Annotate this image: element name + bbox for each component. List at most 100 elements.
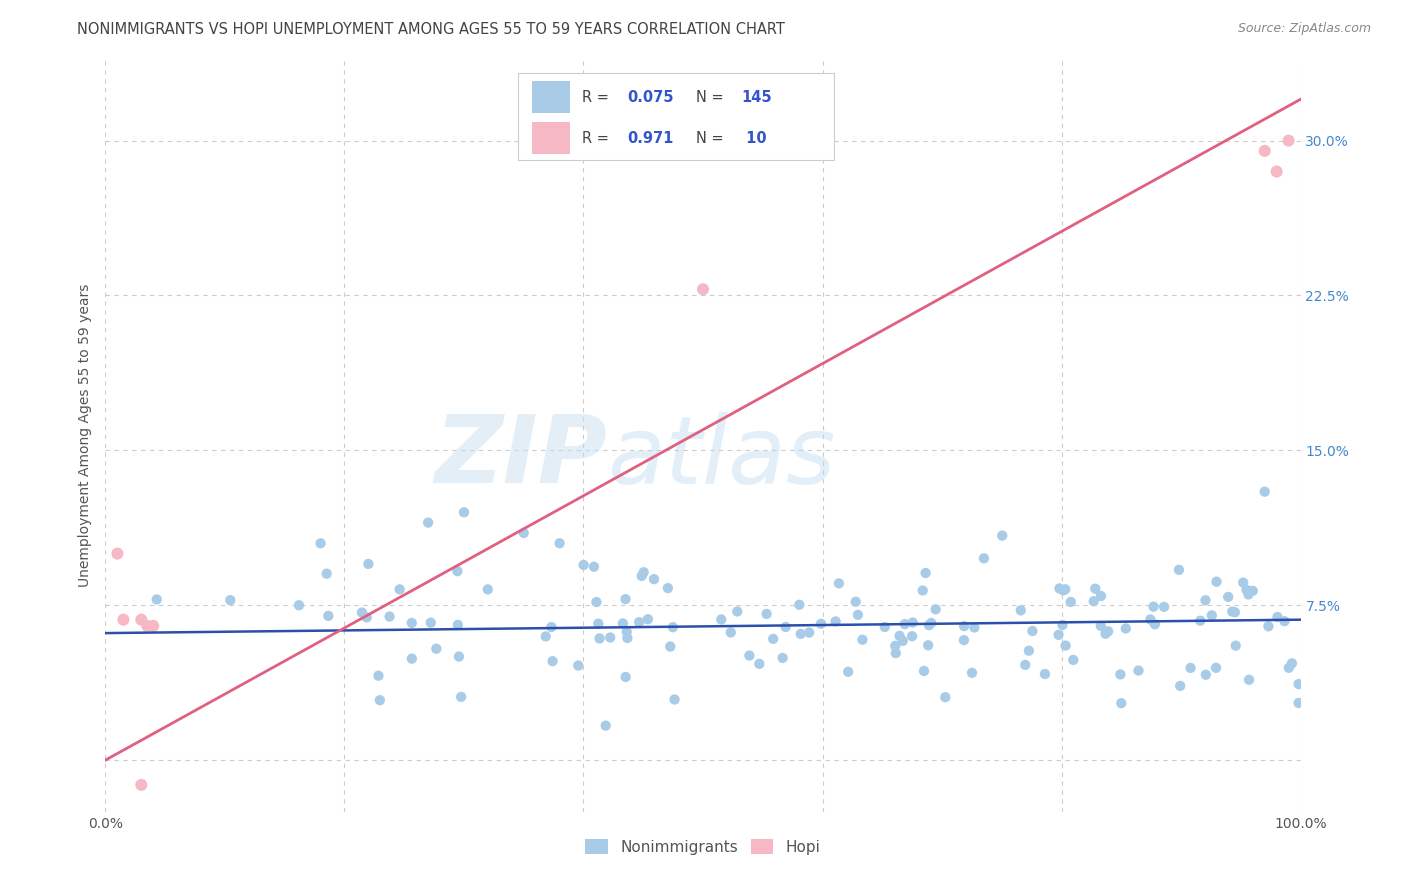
Point (418, 516, 440, 530)
Point (572, 558, 595, 572)
Point (1033, 667, 1056, 681)
Point (1084, 582, 1107, 596)
Point (953, 619, 976, 633)
Text: NONIMMIGRANTS VS HOPI UNEMPLOYMENT AMONG AGES 55 TO 59 YEARS CORRELATION CHART: NONIMMIGRANTS VS HOPI UNEMPLOYMENT AMONG… (77, 22, 785, 37)
Point (1049, 582, 1071, 596)
Point (725, 604, 748, 618)
Point (112, 613, 135, 627)
Point (1018, 644, 1040, 658)
Point (1205, 574, 1227, 589)
Point (477, 582, 499, 597)
Point (643, 572, 665, 586)
Point (1257, 619, 1279, 633)
FancyBboxPatch shape (531, 81, 571, 113)
Point (1180, 661, 1202, 675)
Point (775, 620, 797, 634)
Point (1205, 661, 1227, 675)
Point (846, 607, 869, 622)
Point (1237, 673, 1260, 687)
Point (924, 602, 946, 616)
Point (1236, 582, 1258, 597)
Point (1232, 575, 1254, 590)
Point (633, 566, 655, 580)
Point (534, 630, 557, 644)
Legend: Nonimmigrants, Hopi: Nonimmigrants, Hopi (579, 832, 827, 861)
Point (1060, 595, 1083, 609)
Point (920, 615, 942, 630)
Point (889, 629, 911, 643)
Point (657, 581, 679, 595)
Point (567, 658, 589, 673)
Point (401, 615, 423, 630)
Point (378, 609, 401, 624)
Point (637, 612, 659, 626)
Point (963, 620, 986, 634)
Point (541, 654, 564, 668)
Point (1288, 677, 1310, 691)
Point (762, 632, 785, 646)
Point (664, 692, 686, 706)
Point (453, 505, 475, 519)
Point (891, 634, 914, 648)
Point (1153, 599, 1175, 614)
Point (953, 633, 976, 648)
Point (1014, 657, 1036, 672)
Point (1241, 583, 1264, 598)
Point (1054, 582, 1077, 597)
Point (837, 665, 859, 679)
Point (1194, 593, 1216, 607)
Point (425, 641, 447, 656)
Point (710, 612, 733, 626)
Point (582, 559, 605, 574)
Text: 0.075: 0.075 (627, 90, 675, 105)
Point (755, 607, 778, 621)
Point (446, 564, 468, 578)
Point (136, 619, 159, 633)
Point (309, 536, 332, 550)
Point (1047, 628, 1070, 642)
Point (912, 664, 935, 678)
Point (107, 547, 129, 561)
Point (1168, 679, 1191, 693)
Point (1254, 484, 1277, 499)
Point (315, 566, 337, 581)
Point (828, 576, 851, 591)
Point (772, 651, 794, 665)
Point (1109, 667, 1132, 681)
Point (368, 693, 391, 707)
Point (884, 639, 907, 653)
Point (595, 719, 617, 733)
Point (540, 620, 562, 634)
Point (1083, 594, 1105, 608)
Point (845, 595, 868, 609)
Text: R =: R = (582, 90, 614, 105)
Point (851, 632, 873, 647)
Point (350, 606, 373, 620)
Point (447, 649, 470, 664)
Point (1195, 667, 1218, 681)
Point (548, 536, 571, 550)
Point (659, 640, 682, 654)
Point (129, 778, 153, 792)
Point (419, 615, 441, 630)
Point (873, 620, 896, 634)
Text: atlas: atlas (607, 412, 835, 503)
Point (599, 631, 621, 645)
Point (447, 618, 470, 632)
Point (790, 627, 813, 641)
Point (356, 610, 378, 624)
Y-axis label: Unemployment Among Ages 55 to 59 years: Unemployment Among Ages 55 to 59 years (79, 283, 93, 587)
Point (1097, 624, 1119, 639)
Point (401, 651, 423, 665)
Point (918, 618, 941, 632)
Point (1128, 664, 1150, 678)
Point (1052, 618, 1074, 632)
Point (1218, 590, 1240, 604)
Point (612, 616, 634, 631)
Text: 10: 10 (741, 130, 766, 145)
Point (145, 592, 167, 607)
Point (960, 665, 983, 680)
Point (1254, 144, 1277, 158)
Point (614, 670, 637, 684)
Point (1109, 696, 1132, 710)
